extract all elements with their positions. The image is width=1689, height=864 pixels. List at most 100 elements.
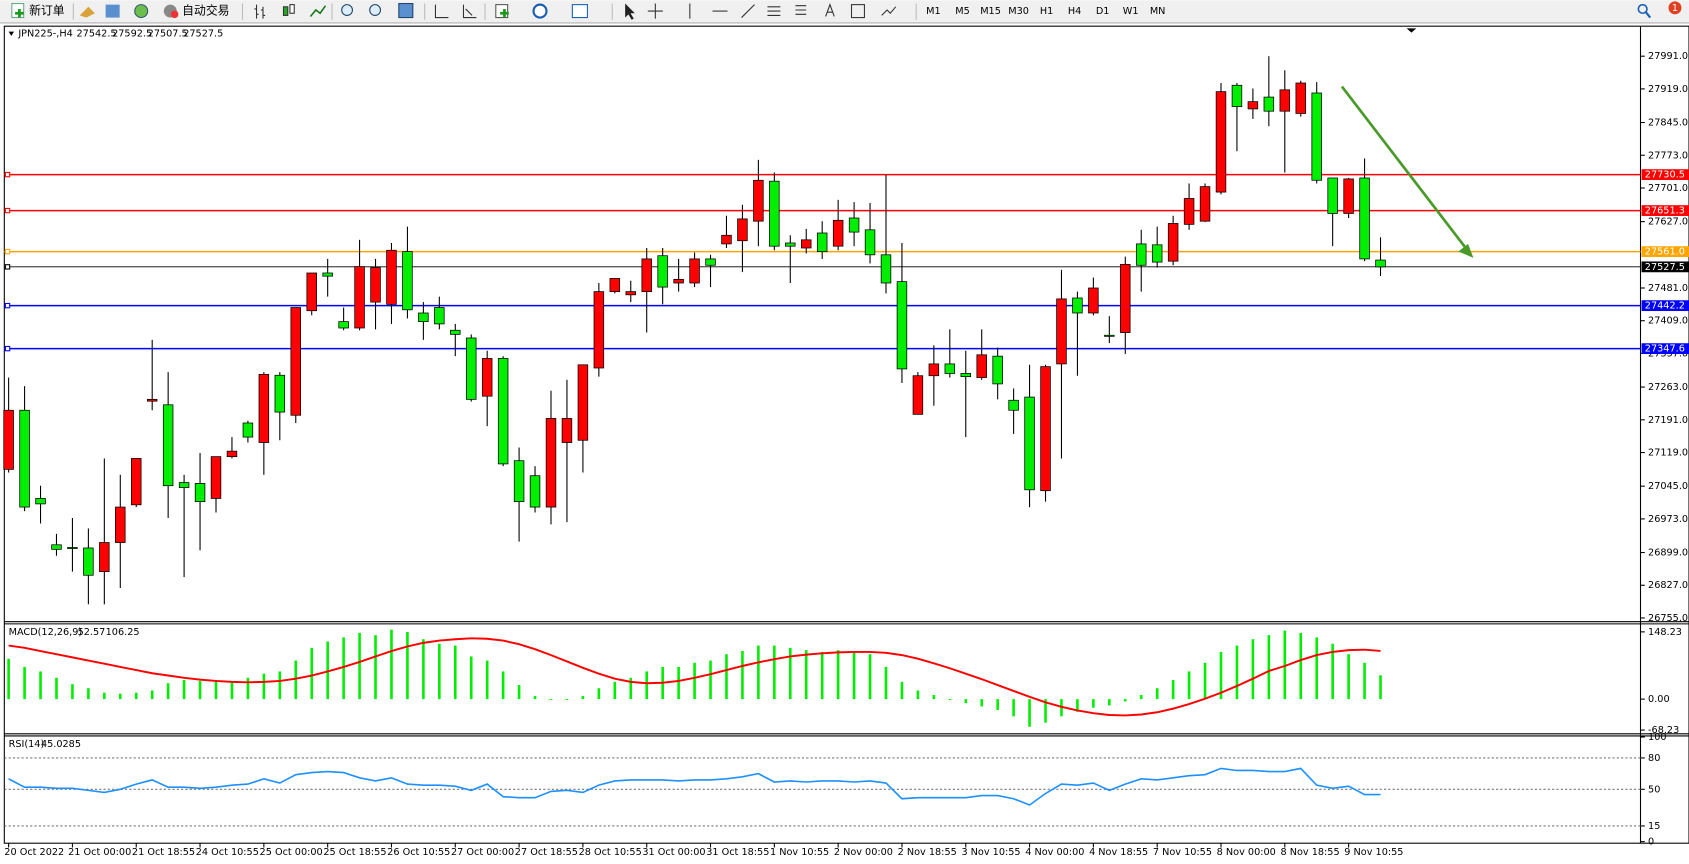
candle-body — [609, 278, 621, 293]
cursor-tool[interactable] — [625, 3, 635, 20]
icon[interactable] — [105, 4, 120, 18]
macd-bar — [1187, 671, 1191, 700]
icon[interactable] — [309, 5, 327, 18]
macd-bar — [406, 631, 409, 700]
macd-bar — [1171, 680, 1175, 700]
crosshair-tool[interactable] — [647, 3, 663, 19]
timeframe-button[interactable]: H1 — [1040, 6, 1053, 17]
candle-body — [896, 281, 908, 370]
notification-badge[interactable] — [1668, 1, 1682, 15]
new-order-button[interactable]: 新订单 — [11, 3, 65, 19]
candle-body — [785, 242, 796, 247]
candle-body — [450, 329, 461, 335]
icon[interactable] — [282, 6, 289, 16]
header-low: 27507.5 — [148, 29, 188, 40]
y-tick-label: 27773.0 — [1648, 150, 1688, 161]
macd-bar — [581, 695, 585, 700]
macd-bar — [501, 671, 505, 700]
icon[interactable] — [79, 6, 95, 18]
x-tick-label: 31 Oct 00:00 — [642, 847, 705, 858]
x-tick-label: 7 Nov 10:55 — [1153, 847, 1212, 858]
y-tick-label: 27845.0 — [1648, 118, 1688, 129]
x-tick-label: 2 Nov 00:00 — [834, 847, 893, 858]
macd-bar — [597, 688, 601, 700]
candle-body — [354, 266, 365, 329]
macd-bar — [517, 685, 521, 700]
rsi-line — [8, 767, 1381, 806]
candle-body — [848, 217, 860, 233]
text-tool[interactable] — [825, 3, 835, 17]
y-tick-label: 15 — [1648, 821, 1660, 832]
channel-tool[interactable] — [767, 6, 781, 16]
timeframe-button[interactable]: D1 — [1096, 6, 1110, 17]
shapes-tool[interactable] — [881, 6, 897, 16]
y-tick-label: 26973.0 — [1648, 514, 1688, 525]
macd-bar — [166, 683, 170, 700]
macd-bar — [1363, 662, 1366, 700]
level-marker — [4, 345, 11, 352]
macd-bar — [1028, 699, 1031, 727]
icon[interactable] — [289, 4, 295, 14]
candle-body — [1104, 334, 1115, 337]
macd-bar — [1331, 643, 1334, 700]
candle-body — [19, 409, 30, 508]
candle-body — [1072, 297, 1083, 314]
candle-body — [753, 179, 764, 222]
templates[interactable] — [571, 4, 588, 19]
x-tick-label: 21 Oct 18:55 — [132, 847, 195, 858]
x-tick-label: 4 Nov 18:55 — [1089, 847, 1148, 858]
header-close: 27527.5 — [183, 29, 223, 40]
candle-body — [274, 374, 286, 413]
candle-body — [1279, 89, 1291, 112]
icon — [15, 8, 24, 18]
macd-bar — [725, 654, 728, 700]
tile-windows[interactable] — [398, 3, 414, 19]
macd-bar — [948, 699, 952, 701]
y-tick-label: 27045.0 — [1648, 481, 1688, 492]
candle-body — [83, 547, 94, 576]
label-tool[interactable] — [850, 4, 865, 19]
macd-bar — [358, 632, 361, 700]
auto-trading-button[interactable]: 自动交易 — [163, 4, 230, 19]
candle-body — [338, 321, 349, 329]
candle-body — [1215, 91, 1227, 193]
x-tick-label: 9 Nov 10:55 — [1344, 847, 1403, 858]
y-tick-label: 27991.0 — [1648, 51, 1688, 62]
macd-bar — [677, 666, 680, 700]
icon[interactable] — [434, 4, 449, 19]
icon[interactable] — [254, 4, 266, 19]
macd-bar — [980, 699, 984, 707]
timeframe-button[interactable]: M1 — [926, 6, 941, 17]
candle-body — [880, 254, 892, 284]
timeframe-button[interactable]: MN — [1150, 6, 1166, 17]
macd-bar — [453, 645, 457, 700]
macd-bar — [1315, 637, 1319, 700]
icon[interactable] — [462, 4, 477, 19]
macd-bar — [1299, 632, 1303, 700]
candle-body — [657, 255, 668, 288]
y-tick-label: 50 — [1648, 784, 1660, 795]
y-tick-label: 100 — [1648, 732, 1667, 743]
trendline-tool[interactable] — [741, 4, 755, 18]
icon[interactable] — [134, 4, 149, 19]
indicators[interactable] — [495, 4, 509, 19]
zoom-in[interactable] — [341, 4, 353, 16]
timeframe-button[interactable]: M5 — [955, 6, 970, 17]
timeframe-button[interactable]: M30 — [1008, 6, 1029, 17]
timeframe-button[interactable]: W1 — [1123, 6, 1139, 17]
periods[interactable] — [532, 3, 548, 19]
candle-body — [992, 355, 1003, 385]
timeframe-button[interactable]: H4 — [1068, 6, 1081, 17]
candle-body — [721, 234, 732, 245]
rsi-value: 45.0285 — [41, 739, 81, 750]
zoom-out[interactable] — [369, 4, 382, 16]
macd-bar — [741, 651, 744, 700]
candle-body — [625, 291, 636, 296]
macd-bar — [1379, 675, 1382, 700]
fibo-tool[interactable] — [795, 5, 807, 15]
candle-body — [673, 278, 684, 284]
timeframe-button[interactable]: M15 — [980, 6, 1001, 17]
y-tick-label: 27191.0 — [1648, 415, 1688, 426]
x-tick-label: 28 Oct 10:55 — [579, 847, 642, 858]
